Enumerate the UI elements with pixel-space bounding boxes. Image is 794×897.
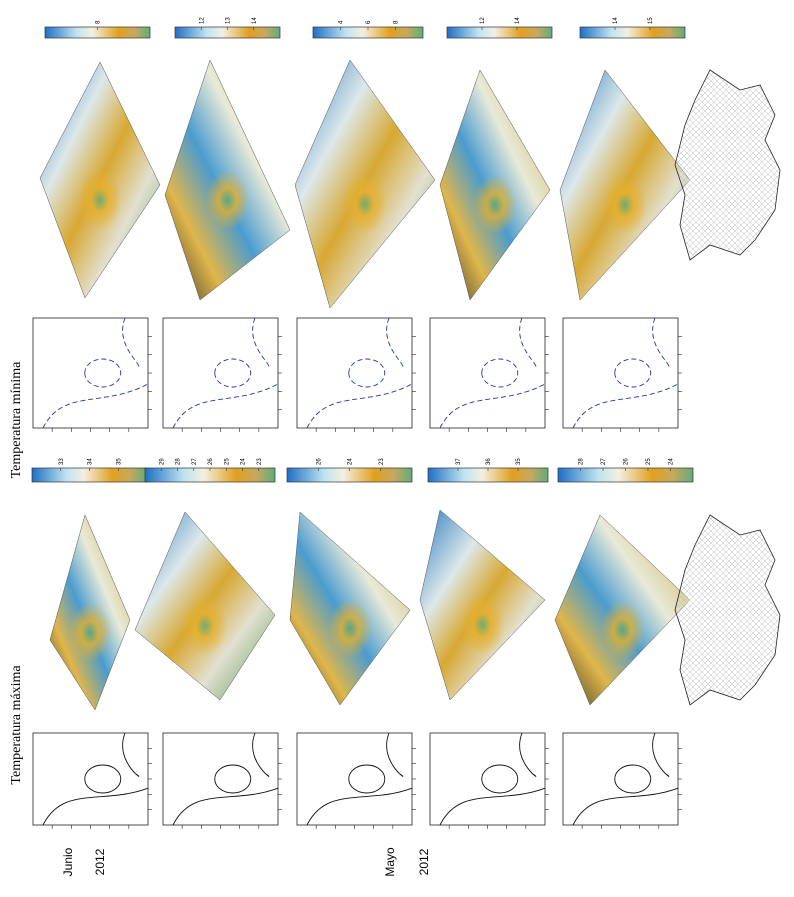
- colorbar-tick-label: 4: [339, 20, 345, 24]
- contour-line: [519, 732, 537, 777]
- contour-line: [42, 787, 149, 826]
- contour-frame: [296, 317, 413, 429]
- colorbar-tick-label: 14: [515, 17, 521, 24]
- contour-line: [614, 358, 652, 388]
- colorbar-tick-label: 13: [226, 17, 232, 24]
- colorbar-tick-label: 26: [316, 458, 322, 465]
- contour-line: [306, 787, 413, 826]
- colorbar-tick-label: 24: [241, 458, 247, 465]
- colorbar-tick-label: 14: [252, 17, 258, 24]
- surface-feature: [460, 595, 505, 655]
- colorbar-tick-label: 25: [224, 458, 230, 465]
- contour-line: [122, 732, 140, 777]
- surface-feature: [603, 175, 647, 235]
- colorbar-tick-label: 28: [579, 458, 585, 465]
- contour-line: [84, 764, 122, 794]
- contour-line: [348, 764, 386, 794]
- colorbar-tick-label: 27: [601, 458, 607, 465]
- contour-line: [652, 732, 670, 777]
- contour-line: [348, 358, 386, 388]
- colorbar-tick-label: 6: [366, 20, 372, 24]
- colorbar-tick-label: 15: [648, 17, 654, 24]
- colorbar-tick-label: 26: [624, 458, 630, 465]
- contour-line: [614, 764, 652, 794]
- base-map: [674, 514, 781, 706]
- colorbar-tick-label: 36: [486, 458, 492, 465]
- contour-line: [84, 358, 122, 388]
- surface-feature: [600, 600, 645, 660]
- contour-line: [386, 732, 404, 777]
- contour-line: [214, 764, 252, 794]
- contour-line: [481, 764, 519, 794]
- year-label: 2012: [417, 848, 431, 875]
- contour-line: [386, 317, 404, 368]
- surface-feature: [205, 170, 250, 230]
- contour-frame: [162, 317, 279, 429]
- contour-line: [172, 787, 279, 826]
- base-map: [674, 69, 781, 261]
- surface-feature: [78, 170, 122, 230]
- contour-frame: [562, 317, 679, 429]
- colorbar-tick-label: 12: [199, 17, 205, 24]
- colorbar-tick-label: 29: [159, 458, 165, 465]
- surface-feature: [343, 174, 387, 234]
- contour-frame: [429, 317, 546, 429]
- surface-feature: [68, 602, 112, 663]
- colorbar-tick-label: 24: [669, 458, 675, 465]
- year-label: 2012: [93, 848, 107, 875]
- colorbar-tick-label: 8: [96, 20, 102, 24]
- colorbar-tick-label: 12: [480, 17, 486, 24]
- contour-frame: [32, 732, 149, 826]
- colorbar-tick-label: 35: [516, 458, 522, 465]
- contour-line: [572, 787, 679, 826]
- colorbar-tick-label: 8: [394, 20, 400, 24]
- colorbar-tick-label: 26: [208, 458, 214, 465]
- contour-line: [252, 317, 270, 368]
- surface-feature: [183, 596, 227, 656]
- surface-feature: [473, 175, 517, 235]
- contour-frame: [162, 732, 279, 826]
- contour-line: [519, 317, 537, 368]
- colorbar-tick-label: 14: [613, 17, 619, 24]
- row-label: Temperatura mínima: [9, 361, 24, 479]
- surface-feature: [328, 598, 372, 659]
- colorbar-tick-label: 28: [176, 458, 182, 465]
- colorbar-tick-label: 37: [456, 458, 462, 465]
- row-label: Temperatura máxima: [9, 665, 24, 785]
- contour-frame: [429, 732, 546, 826]
- colorbar-tick-label: 33: [59, 458, 65, 465]
- colorbar-tick-label: 27: [192, 458, 198, 465]
- month-label: Junio: [61, 847, 75, 876]
- colorbar-tick-label: 35: [116, 458, 122, 465]
- contour-frame: [32, 317, 149, 429]
- contour-line: [122, 317, 140, 368]
- contour-frame: [562, 732, 679, 826]
- contour-line: [481, 358, 519, 388]
- colorbar-tick-label: 25: [646, 458, 652, 465]
- contour-line: [652, 317, 670, 368]
- contour-line: [439, 787, 546, 826]
- month-label: Mayo: [383, 847, 397, 877]
- contour-line: [214, 358, 252, 388]
- colorbar-tick-label: 23: [379, 458, 385, 465]
- colorbar: [446, 26, 553, 39]
- colorbar: [579, 26, 686, 39]
- colorbar-tick-label: 23: [257, 458, 263, 465]
- colorbar-tick-label: 24: [348, 458, 354, 465]
- colorbar-tick-label: 34: [88, 458, 94, 465]
- contour-frame: [296, 732, 413, 826]
- contour-line: [252, 732, 270, 777]
